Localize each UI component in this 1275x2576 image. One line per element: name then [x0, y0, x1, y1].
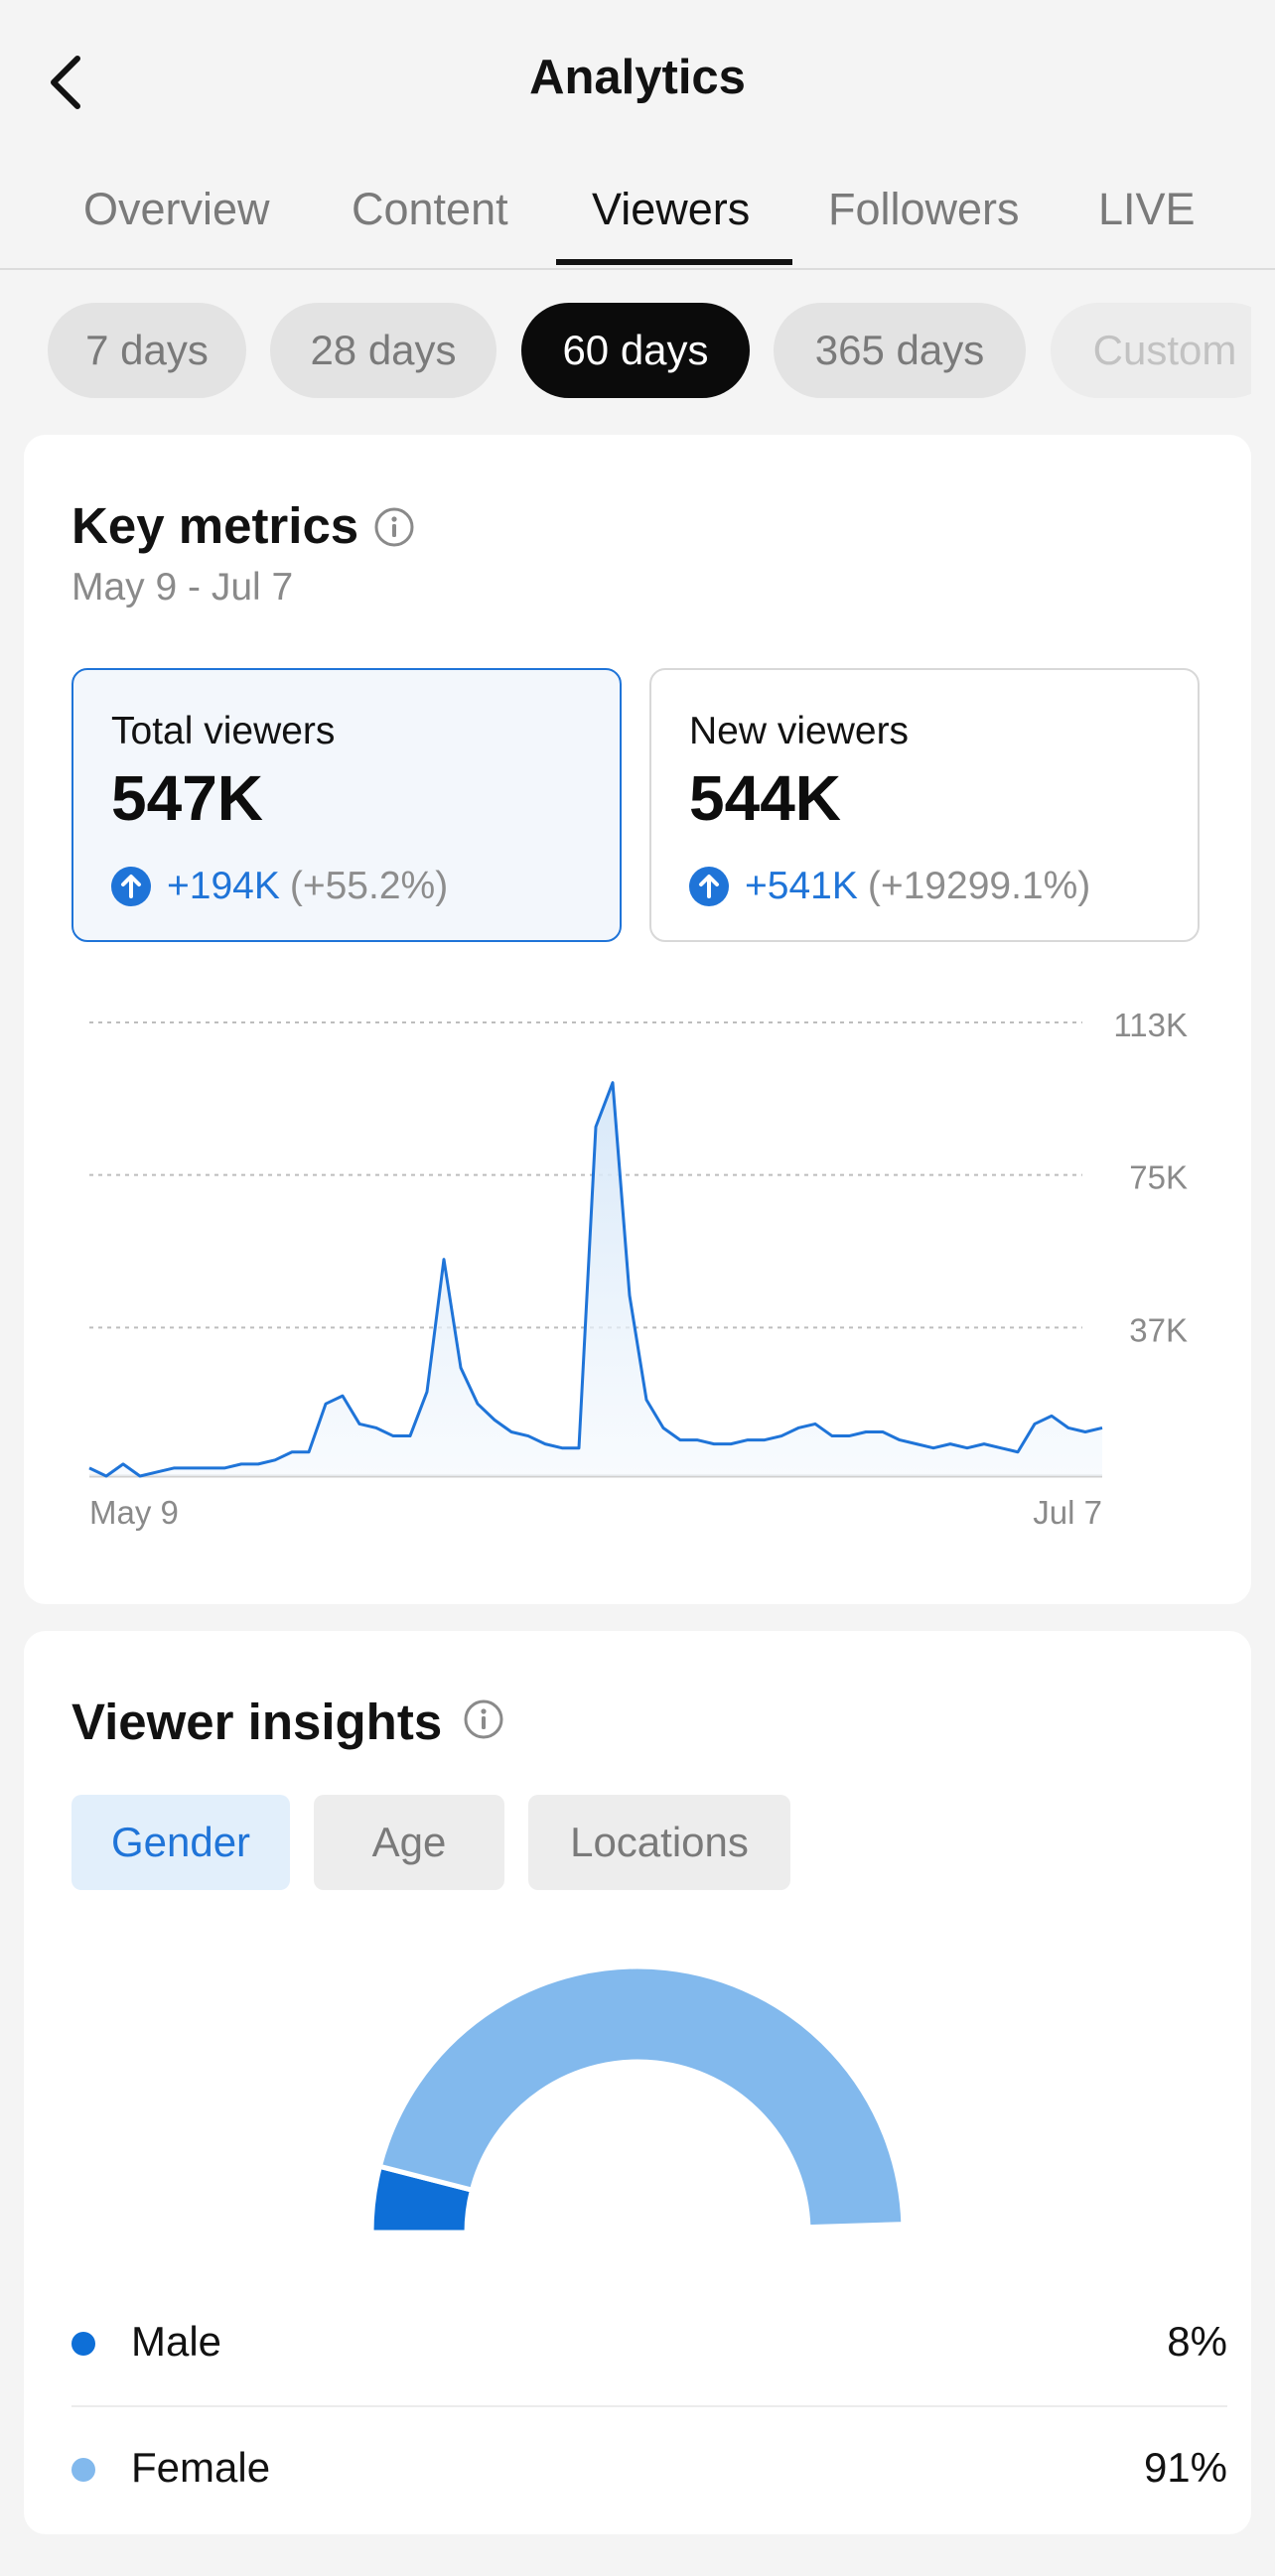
filter-chip-gender[interactable]: Gender [71, 1795, 290, 1890]
filter-chip-age[interactable]: Age [314, 1795, 504, 1890]
date-range: May 9 - Jul 7 [71, 566, 294, 609]
period-chip-365-days[interactable]: 365 days [774, 303, 1026, 398]
arrow-up-circle-icon [111, 867, 151, 906]
area-fill [89, 1082, 1102, 1476]
viewer-insights-title: Viewer insights [71, 1694, 443, 1750]
metric-label: New viewers [689, 710, 910, 752]
legend-label: Male [131, 2318, 222, 2365]
change-absolute: +194K [167, 865, 280, 907]
y-tick-label: 75K [1129, 1159, 1188, 1196]
period-chip-28-days[interactable]: 28 days [270, 303, 496, 398]
divider [71, 2405, 1227, 2407]
metric-card-new-viewers[interactable]: New viewers 544K +541K (+19299.1%) [649, 668, 1200, 942]
period-chip-custom[interactable]: Custom [1051, 303, 1251, 398]
legend-row-female: Female 91% [71, 2410, 1227, 2529]
tab-live[interactable]: LIVE [1098, 184, 1196, 234]
y-tick-label: 37K [1129, 1311, 1188, 1348]
header: Analytics [0, 0, 1275, 164]
tab-followers[interactable]: Followers [828, 184, 1020, 234]
legend-value: 91% [1143, 2444, 1227, 2491]
arrow-up-circle-icon [689, 867, 729, 906]
page-title: Analytics [529, 51, 746, 104]
metric-card-total-viewers[interactable]: Total viewers 547K +194K (+55.2%) [71, 668, 622, 942]
metric-value: 544K [689, 762, 841, 834]
key-metrics-title: Key metrics [71, 497, 359, 554]
info-icon[interactable] [373, 506, 415, 548]
active-tab-indicator [556, 259, 792, 265]
legend-row-male: Male 8% [71, 2284, 1227, 2403]
period-selector: 7 days 28 days 60 days 365 days Custom [0, 303, 1251, 398]
y-tick-label: 113K [1113, 1007, 1188, 1043]
period-chip-7-days[interactable]: 7 days [48, 303, 246, 398]
tab-bar: Overview Content Viewers Followers LIVE [0, 164, 1275, 270]
key-metrics-card: Key metrics May 9 - Jul 7 Total viewers … [24, 435, 1251, 1604]
viewer-insights-card: Viewer insights Gender Age Locations Mal… [24, 1631, 1251, 2534]
change-percent: (+55.2%) [289, 865, 449, 907]
tab-content[interactable]: Content [352, 184, 508, 234]
tab-viewers[interactable]: Viewers [592, 184, 751, 234]
filter-chip-locations[interactable]: Locations [528, 1795, 790, 1890]
x-tick-label-end: Jul 7 [1033, 1494, 1102, 1531]
metric-change: +194K (+55.2%) [111, 862, 448, 911]
metric-change: +541K (+19299.1%) [689, 862, 1090, 911]
tab-overview[interactable]: Overview [83, 184, 270, 234]
donut-segment-female[interactable] [376, 1964, 907, 2231]
legend-value: 8% [1167, 2318, 1227, 2365]
period-chip-60-days[interactable]: 60 days [521, 303, 750, 398]
change-absolute: +541K [745, 865, 858, 907]
gender-donut-chart [368, 1964, 907, 2236]
metric-value: 547K [111, 762, 263, 834]
back-button[interactable] [36, 48, 95, 117]
chevron-left-icon [51, 56, 80, 109]
legend-label: Female [131, 2444, 271, 2491]
legend-dot [71, 2332, 95, 2356]
viewers-chart: 37K 75K 113K May 9 Jul 7 [88, 1007, 1188, 1531]
info-icon[interactable] [463, 1698, 504, 1740]
metric-label: Total viewers [111, 710, 336, 752]
change-percent: (+19299.1%) [867, 865, 1091, 907]
legend-dot [71, 2458, 95, 2482]
x-tick-label-start: May 9 [89, 1494, 179, 1531]
